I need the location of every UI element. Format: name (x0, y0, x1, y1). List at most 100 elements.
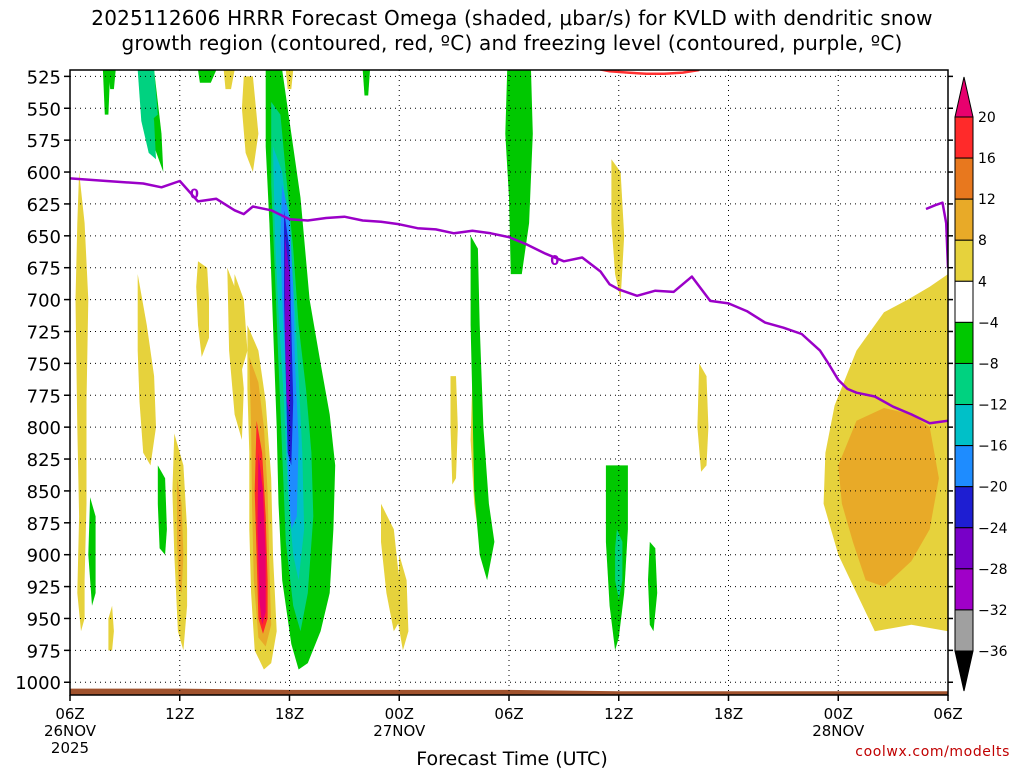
y-tick-label: 625 (27, 195, 61, 216)
freezing-level-contour (70, 177, 948, 425)
colorbar-label: 20 (978, 110, 996, 126)
y-tick-label: 675 (27, 259, 61, 280)
x-tick-label: 00Z (385, 705, 414, 723)
colorbar-swatch (954, 157, 974, 200)
omega-region-13 (381, 503, 402, 632)
y-tick-label: 850 (27, 482, 61, 503)
y-tick-label: 875 (27, 514, 61, 535)
chart-title: 2025112606 HRRR Forecast Omega (shaded, … (91, 6, 933, 55)
colorbar-swatch (954, 568, 974, 611)
y-tick-label: 750 (27, 354, 61, 375)
colorbar-top-arrow (954, 76, 974, 118)
colorbar-swatch (954, 362, 974, 406)
omega-region-20 (285, 70, 294, 90)
omega-region-33 (137, 70, 156, 160)
omega-region-21 (227, 267, 244, 440)
x-tick-sublabel: 27NOV (373, 722, 426, 740)
colorbar-swatch (954, 527, 974, 570)
x-tick-label: 06Z (933, 705, 962, 723)
colorbar-label: −36 (978, 644, 1008, 660)
freezing-level-label: 0 (550, 254, 559, 269)
colorbar-swatch (954, 198, 974, 241)
omega-region-1 (838, 408, 939, 587)
x-tick-label: 00Z (824, 705, 853, 723)
omega-shading (75, 70, 948, 670)
omega-region-15 (241, 76, 259, 172)
colorbar-swatch (954, 404, 974, 447)
colorbar-label: −8 (978, 356, 999, 372)
credit-link[interactable]: coolwx.com/modelts (855, 744, 1010, 760)
colorbar-label: −32 (978, 603, 1008, 619)
dendritic-contour (596, 70, 700, 76)
colorbar-label: −16 (978, 439, 1008, 455)
y-tick-label: 525 (27, 67, 61, 88)
x-tick-label: 18Z (275, 705, 304, 723)
omega-region-18 (697, 363, 709, 472)
y-tick-label: 650 (27, 227, 61, 248)
colorbar-swatch (954, 239, 974, 282)
colorbar-label: 16 (978, 151, 996, 167)
omega-region-35 (470, 235, 495, 581)
colorbar-label: 12 (978, 192, 996, 208)
terrain-band (70, 688, 948, 695)
omega-region-12 (450, 376, 458, 485)
colorbar-swatch (954, 321, 974, 364)
omega-region-10 (196, 261, 209, 357)
colorbar-bottom-arrow (954, 650, 974, 692)
x-tick-sublabel: 2025 (51, 739, 89, 757)
x-tick-label: 12Z (165, 705, 194, 723)
y-tick-label: 900 (27, 546, 61, 567)
y-tick-label: 600 (27, 163, 61, 184)
omega-region-23 (102, 70, 111, 115)
colorbar-swatch (954, 486, 974, 529)
y-tick-label: 550 (27, 99, 61, 120)
omega-region-26 (198, 70, 217, 83)
colorbar-label: −4 (978, 315, 999, 331)
colorbar-swatch (954, 116, 974, 159)
omega-region-11 (108, 605, 114, 651)
colorbar-label: −24 (978, 521, 1008, 537)
y-tick-label: 775 (27, 386, 61, 407)
y-tick-label: 825 (27, 450, 61, 471)
x-axis-label: Forecast Time (UTC) (416, 748, 607, 768)
omega-region-40 (88, 497, 96, 606)
contour-lines: 00 (70, 70, 948, 425)
omega-region-41 (362, 70, 370, 96)
y-axis: 525 550 575 600 625 650 675 700 725 750 775 800 825 8… (15, 67, 953, 694)
colorbar-swatch (954, 445, 974, 488)
omega-region-7 (137, 274, 156, 466)
x-tick-label: 18Z (714, 705, 743, 723)
omega-region-14 (397, 554, 409, 651)
y-tick-label: 925 (27, 578, 61, 599)
x-tick-sublabel: 28NOV (812, 722, 865, 740)
x-tick-label: 12Z (604, 705, 633, 723)
y-tick-label: 700 (27, 291, 61, 312)
omega-region-17 (611, 159, 625, 300)
omega-region-5 (257, 452, 266, 625)
omega-region-38 (648, 541, 658, 632)
omega-region-19 (223, 70, 235, 90)
freezing-level-label: 0 (190, 188, 199, 203)
omega-region-37 (615, 529, 623, 600)
colorbar-swatch (954, 609, 974, 652)
y-tick-label: 800 (27, 418, 61, 439)
omega-region-42 (108, 70, 116, 90)
freezing-level-contour-upper (925, 201, 948, 268)
omega-region-34 (505, 70, 533, 275)
x-tick-label: 06Z (55, 705, 84, 723)
y-tick-label: 975 (27, 641, 61, 662)
colorbar-label: 8 (978, 233, 987, 249)
colorbar-label: −20 (978, 480, 1008, 496)
colorbar: 20 16 12 8 4 −4 −8 −12 −16 −20 −24 −28 −32 −36 (954, 76, 1008, 692)
x-tick-sublabel: 26NOV (44, 722, 97, 740)
y-tick-label: 1000 (15, 673, 61, 694)
colorbar-swatch (954, 280, 974, 323)
colorbar-label: −12 (978, 398, 1008, 414)
x-tick-label: 06Z (494, 705, 523, 723)
y-tick-label: 950 (27, 609, 61, 630)
colorbar-label: −28 (978, 562, 1008, 578)
y-tick-label: 725 (27, 322, 61, 343)
y-tick-label: 575 (27, 131, 61, 152)
omega-region-39 (157, 465, 167, 555)
